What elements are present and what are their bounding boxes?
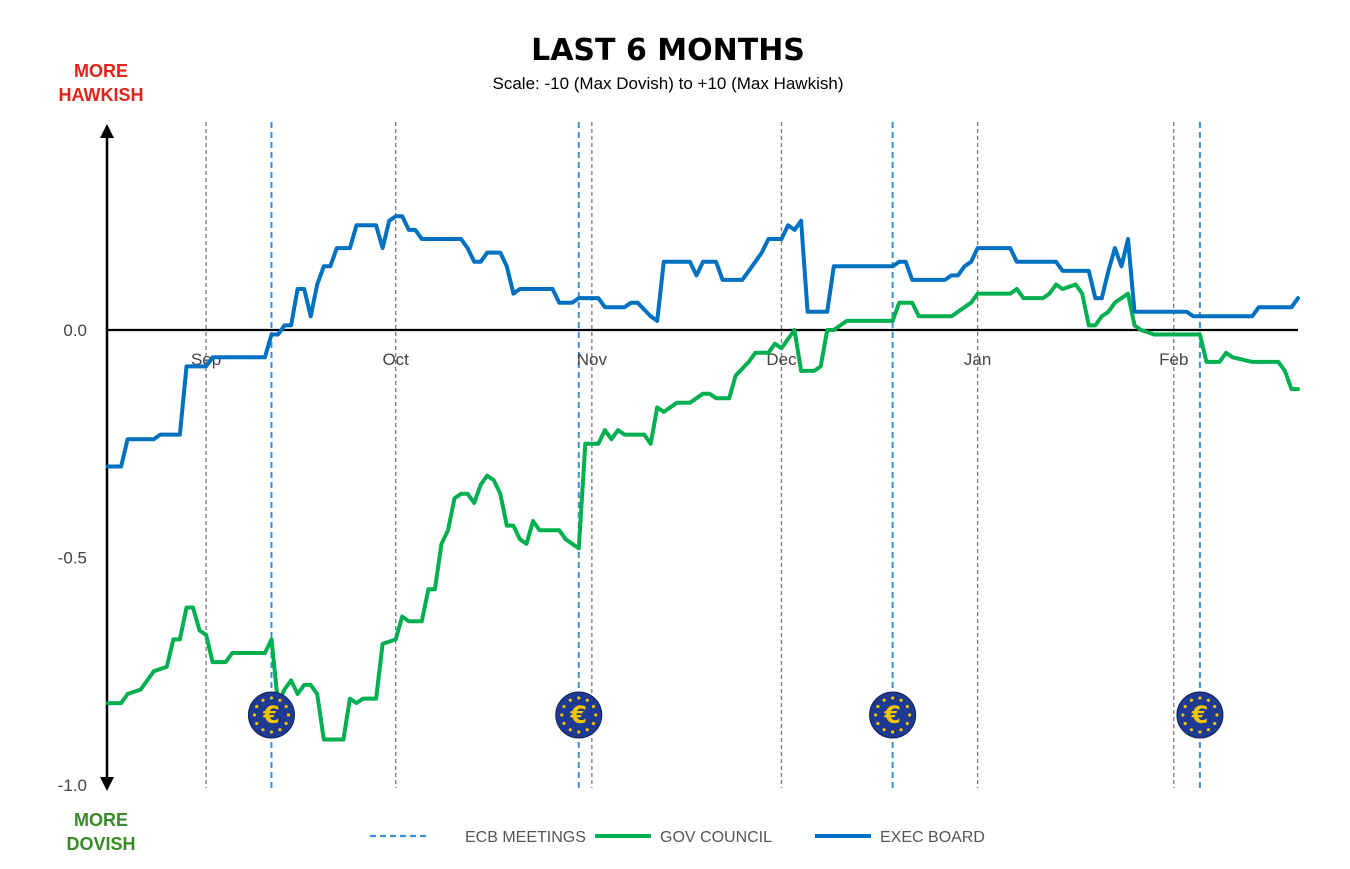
month-label-sep: Sep xyxy=(191,350,221,369)
euro-badge-star xyxy=(1183,721,1187,726)
euro-badge-disc xyxy=(555,691,603,739)
euro-badge-symbol: € xyxy=(262,701,280,729)
euro-badge-star xyxy=(585,698,589,702)
euro-badge-star xyxy=(594,713,598,717)
euro-badge-star xyxy=(278,698,282,702)
euro-badge-star xyxy=(905,704,909,709)
euro-badge-star xyxy=(1206,728,1211,732)
euro-badge-star xyxy=(1183,704,1187,709)
ecb-meeting-badges: € € € € xyxy=(247,691,1224,739)
euro-badge-star xyxy=(255,704,259,709)
euro-badge-star xyxy=(1181,713,1185,717)
chart-title: LAST 6 MONTHS xyxy=(531,33,805,68)
euro-badge-star xyxy=(874,713,878,717)
euro-badge-symbol: € xyxy=(1191,701,1209,729)
y-axis-arrow-down xyxy=(100,777,114,791)
series-line-gov xyxy=(106,282,1300,742)
y-tick-label: -1.0 xyxy=(58,776,87,795)
euro-badge-star xyxy=(278,728,282,732)
more-hawkish-label-line2: HAWKISH xyxy=(59,85,144,105)
euro-badge-icon: € xyxy=(555,691,603,739)
euro-badge-star xyxy=(286,713,291,717)
euro-badge-star xyxy=(876,721,880,726)
euro-badge-star xyxy=(1198,696,1202,700)
euro-badge-star xyxy=(269,696,274,700)
euro-badge-star xyxy=(562,721,566,726)
y-tick-label: 0.0 xyxy=(63,321,87,340)
legend: ECB MEETINGS GOV COUNCIL EXEC BOARD xyxy=(370,829,985,846)
euro-badge-star xyxy=(891,730,895,734)
euro-badge-star xyxy=(905,721,909,726)
month-label-nov: Nov xyxy=(577,350,608,369)
euro-badge-star xyxy=(1198,730,1202,734)
euro-badge-star xyxy=(591,704,596,709)
euro-badge-star xyxy=(577,730,581,734)
euro-badge-star xyxy=(1189,698,1194,702)
legend-label-exec: EXEC BOARD xyxy=(880,829,985,846)
euro-badge-icon: € xyxy=(1176,691,1224,739)
euro-badge-star xyxy=(1215,713,1219,717)
euro-badge-star xyxy=(284,704,288,709)
euro-badge-star xyxy=(252,713,257,717)
euro-badge-star xyxy=(261,728,265,732)
euro-badge-star xyxy=(568,728,572,732)
month-label-feb: Feb xyxy=(1159,350,1188,369)
legend-label-gov: GOV COUNCIL xyxy=(660,829,772,846)
euro-badge-star xyxy=(908,713,912,717)
euro-badge-icon: € xyxy=(869,691,917,739)
euro-badge-disc xyxy=(1176,691,1224,739)
euro-badge-star xyxy=(591,721,596,726)
euro-badge-star xyxy=(891,696,895,700)
y-axis-arrow-up xyxy=(100,124,114,138)
series-lines xyxy=(106,214,1300,742)
euro-badge-star xyxy=(899,698,903,702)
month-label-dec: Dec xyxy=(766,350,797,369)
axes xyxy=(100,124,1298,791)
y-tick-labels: 0.0 -0.5 -1.0 xyxy=(58,321,87,795)
euro-badge-icon: € xyxy=(247,691,295,739)
euro-badge-disc xyxy=(247,691,295,739)
euro-badge-star xyxy=(568,698,572,702)
euro-badge-star xyxy=(585,728,589,732)
euro-badge-star xyxy=(876,704,880,709)
euro-badge-symbol: € xyxy=(569,701,587,729)
euro-badge-star xyxy=(882,698,886,702)
more-hawkish-label-line1: MORE xyxy=(74,61,128,81)
euro-badge-star xyxy=(1206,698,1211,702)
euro-badge-star xyxy=(284,721,288,726)
euro-badge-star xyxy=(1213,721,1217,726)
chart-subtitle: Scale: -10 (Max Dovish) to +10 (Max Hawk… xyxy=(493,74,844,93)
euro-badge-star xyxy=(577,696,581,700)
euro-badge-star xyxy=(1213,704,1217,709)
euro-badge-star xyxy=(899,728,903,732)
series-line-exec xyxy=(106,214,1300,469)
y-tick-label: -0.5 xyxy=(58,549,87,568)
euro-badge-star xyxy=(255,721,259,726)
more-dovish-label-line2: DOVISH xyxy=(66,834,135,854)
month-labels: Sep Oct Nov Dec Jan Feb xyxy=(191,350,1188,369)
euro-badge-star xyxy=(562,704,566,709)
euro-badge-star xyxy=(269,730,274,734)
euro-badge-symbol: € xyxy=(883,701,901,729)
euro-badge-star xyxy=(560,713,564,717)
more-dovish-label-line1: MORE xyxy=(74,810,128,830)
month-label-oct: Oct xyxy=(382,350,409,369)
gridlines xyxy=(205,122,1201,788)
euro-badge-star xyxy=(1189,728,1194,732)
euro-badge-star xyxy=(882,728,886,732)
month-label-jan: Jan xyxy=(964,350,991,369)
euro-badge-star xyxy=(261,698,265,702)
legend-label-ecb: ECB MEETINGS xyxy=(465,829,586,846)
euro-badge-disc xyxy=(869,691,917,739)
